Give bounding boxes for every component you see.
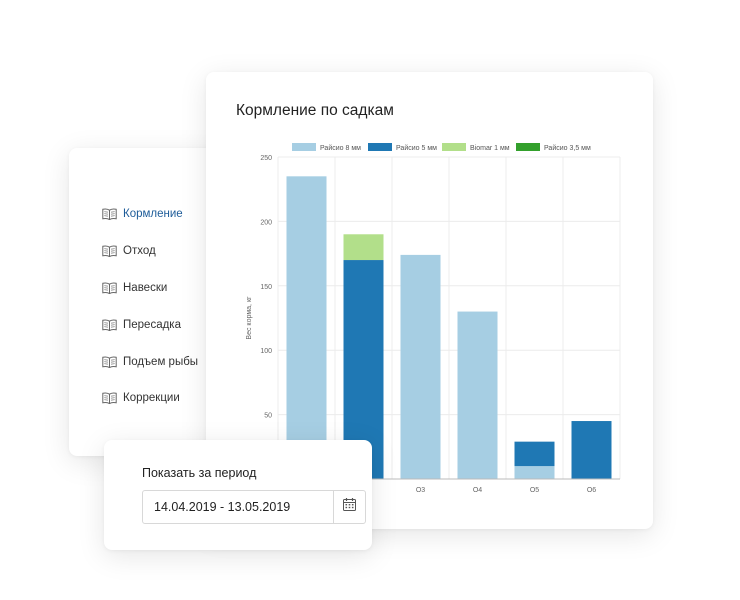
book-icon	[102, 208, 117, 221]
y-tick-label: 150	[260, 284, 272, 291]
x-tick-label: O6	[587, 487, 596, 494]
menu-item-label: Отход	[123, 245, 156, 258]
legend-label: Райсио 3,5 мм	[544, 144, 591, 152]
menu-item-feeding[interactable]: Кормление	[102, 196, 198, 233]
calendar-icon	[343, 498, 356, 516]
calendar-button[interactable]	[333, 490, 366, 524]
report-menu: Кормление Отход Навески Пересадка Подъем…	[102, 196, 198, 417]
book-icon	[102, 319, 117, 331]
bar	[286, 176, 327, 479]
legend-label: Райсио 8 мм	[320, 144, 361, 152]
y-tick-label: 250	[260, 155, 272, 162]
x-tick-label: O5	[530, 487, 539, 494]
bar	[343, 234, 384, 261]
period-picker-card: Показать за период	[104, 440, 372, 550]
menu-item-label: Подъем рыбы	[123, 355, 199, 368]
legend-label: Райсио 5 мм	[396, 144, 437, 152]
period-label: Показать за период	[142, 466, 257, 480]
book-icon	[102, 392, 117, 405]
menu-item-corrections[interactable]: Коррекции	[102, 380, 198, 417]
book-icon	[102, 282, 117, 294]
menu-item-label: Навески	[123, 281, 168, 294]
bar	[457, 311, 498, 479]
legend-swatch	[516, 143, 540, 151]
legend-swatch	[442, 143, 466, 151]
report-menu-card: Кормление Отход Навески Пересадка Подъем…	[69, 148, 231, 456]
x-tick-label: O4	[473, 487, 482, 494]
bar	[400, 254, 441, 479]
y-tick-label: 100	[260, 348, 272, 355]
menu-item-mortality[interactable]: Отход	[102, 233, 198, 270]
legend-label: Biomar 1 мм	[470, 145, 510, 152]
menu-item-label: Коррекции	[123, 392, 180, 405]
menu-item-weighings[interactable]: Навески	[102, 270, 198, 307]
menu-item-label: Кормление	[123, 208, 183, 221]
menu-item-fish-harvest[interactable]: Подъем рыбы	[102, 343, 198, 380]
menu-item-transfer[interactable]: Пересадка	[102, 306, 198, 343]
date-range-input[interactable]	[142, 490, 334, 524]
legend-swatch	[292, 143, 316, 151]
book-icon	[102, 356, 117, 368]
y-tick-label: 200	[260, 219, 272, 226]
chart-title: Кормление по садкам	[236, 102, 394, 119]
y-tick-label: 50	[264, 413, 272, 420]
bar	[571, 421, 612, 479]
legend-swatch	[368, 143, 392, 151]
menu-item-label: Пересадка	[123, 318, 181, 331]
book-icon	[102, 245, 117, 258]
x-tick-label: O3	[416, 487, 425, 494]
y-axis-label: Вес корма, кг	[246, 296, 253, 340]
bar	[514, 466, 555, 479]
bar	[514, 441, 555, 467]
